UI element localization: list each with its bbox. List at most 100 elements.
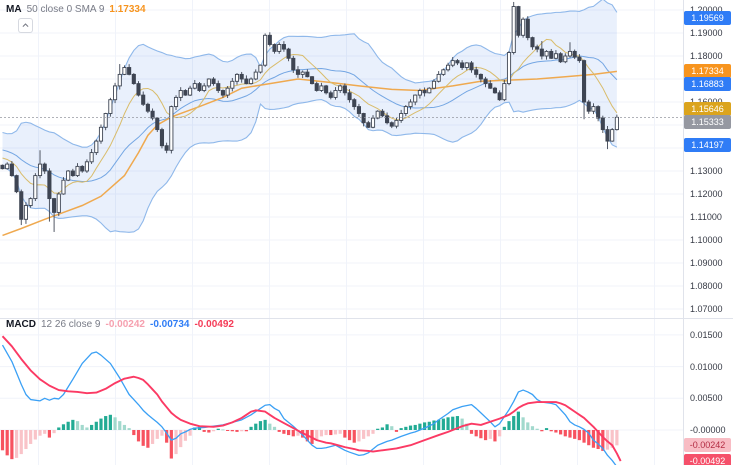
macd-hist-bar [165,430,169,443]
macd-hist-bar [451,416,455,430]
candle [582,60,587,103]
macd-hist-bar [66,421,70,430]
candle [506,52,512,85]
candle [385,115,390,124]
macd-legend-title: MACD [6,319,36,330]
candle [28,198,33,206]
macd-signal-value: -0.00492 [194,319,234,330]
macd-hist-bar [554,430,558,433]
macd-hist-bar [338,430,342,434]
candle [567,50,573,57]
macd-hist-bar [146,430,150,448]
price-indicator-legend[interactable]: MA 50 close 0 SMA 9 1.17334 [6,4,146,16]
candle [492,87,498,94]
macd-hist-bar [469,430,474,434]
candle [460,62,465,68]
candle [380,110,385,117]
candle [333,90,338,98]
candle [366,122,371,128]
candle [352,99,357,108]
chevron-up-icon [22,23,29,27]
macd-hist-bar [188,430,192,436]
macd-hist-bar [596,430,600,450]
macd-hist-bar [380,427,384,430]
candle [33,175,38,200]
macd-hist-bar [127,428,131,430]
candle [244,78,249,85]
macd-hist-bar [333,430,338,435]
macd-hist-bar [573,430,577,439]
macd-hist-bar [202,430,206,432]
candle [394,119,399,127]
candle [277,44,282,52]
axis-value-badge: 1.19569 [684,11,731,25]
candle [483,78,488,85]
candle [610,129,615,142]
macd-hist-bar [479,430,483,439]
macd-hist-bar [5,430,9,456]
candle [253,71,258,80]
candle [80,165,85,172]
candle [66,170,71,181]
macd-hist-bar [549,430,553,432]
axis-value-badge: 1.17334 [684,63,731,78]
macd-hist-bar [150,430,155,444]
candle [239,73,244,80]
macd-hist-bar [404,426,408,430]
macd-hist-bar [535,428,539,430]
price-axis[interactable]: 1.200001.190001.180001.170001.160001.150… [683,0,733,465]
macd-hist-bar [57,427,61,430]
candle [84,161,89,172]
sma9-line [2,38,618,194]
macd-hist-bar [315,430,319,440]
macd-hist-bar [43,430,47,434]
macd-hist-bar [483,430,488,441]
candle [436,73,441,82]
candle [216,83,221,91]
macd-hist-bar [113,417,117,430]
macd-hist-bar [324,430,328,436]
axis-value-badge: 1.15333 [684,114,731,129]
macd-line-value: -0.00734 [149,319,190,330]
macd-hist-bar [347,430,352,441]
candle [474,69,479,75]
macd-hist-bar [502,426,506,430]
macd-hist-bar [418,423,422,430]
candle [478,73,483,80]
macd-hist-bar [38,430,42,436]
macd-hist-bar [465,423,469,430]
candle [614,116,619,131]
macd-hist-bar [230,430,234,432]
macd-hist-bar [408,425,413,430]
candle [431,80,437,89]
candle [61,179,66,195]
candle [94,140,99,154]
macd-axis-label: 0.00500 [690,393,723,404]
collapse-pane-button[interactable] [18,18,33,33]
macd-hist-bar [563,430,567,437]
macd-hist-bar [399,428,403,430]
candle [558,53,563,63]
macd-hist-bar [277,430,281,432]
macd-hist-bar [141,430,145,446]
axis-value-badge: 1.15646 [684,102,731,116]
macd-hist-bar [446,417,450,430]
ma-legend-title: MA [6,4,22,15]
macd-hist-bar [94,421,98,430]
candle [164,145,169,151]
candle [591,106,596,112]
macd-hist-bar [52,430,56,434]
macd-legend-params: 12 26 close 9 [41,319,101,330]
candle [188,87,193,96]
macd-hist-bar [498,430,502,437]
candle [249,78,254,85]
macd-hist-bar [521,417,525,430]
candle [136,83,141,96]
macd-indicator-legend[interactable]: MACD 12 26 close 9 -0.00242 -0.00734 -0.… [6,319,234,331]
candle [47,170,52,200]
candle [52,198,57,213]
candle [408,101,413,108]
candle [563,55,568,63]
macd-hist-bar [183,430,188,441]
